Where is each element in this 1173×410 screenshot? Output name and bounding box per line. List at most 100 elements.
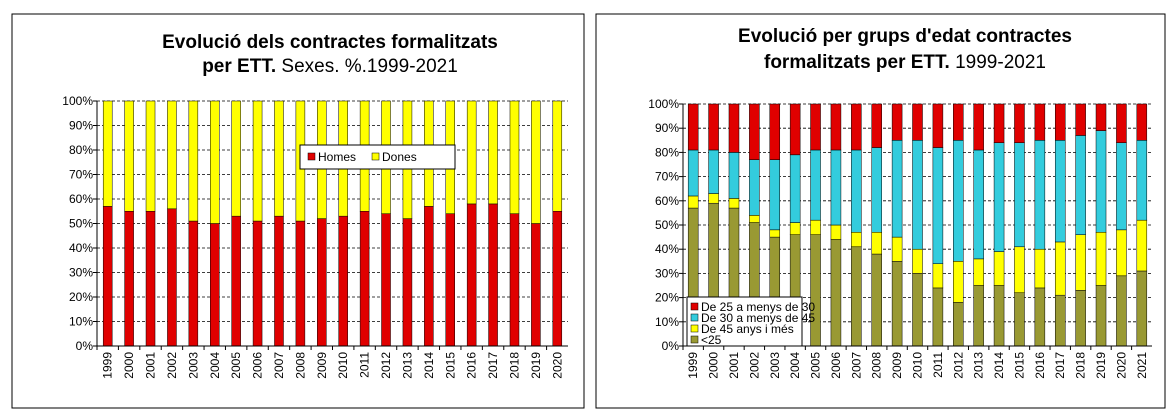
bar-segment	[1054, 140, 1066, 243]
y-tick-label: 10%	[69, 315, 93, 329]
x-tick-label: 2019	[529, 352, 543, 379]
x-tick-label: 2020	[1114, 352, 1128, 379]
bar-segment	[912, 248, 923, 274]
bar-segment	[210, 100, 220, 224]
bar-segment	[851, 103, 862, 151]
bar-segment	[789, 154, 801, 223]
bar-segment	[531, 100, 541, 224]
bar-segment	[708, 193, 719, 204]
bar-segment	[188, 100, 199, 222]
chart-subtitle: 1999-2021	[955, 52, 1046, 73]
bar-segment	[871, 253, 882, 347]
x-tick-label: 2004	[208, 352, 222, 379]
bar-segment	[145, 100, 156, 212]
bar-segment	[851, 246, 862, 347]
bar-segment	[445, 213, 455, 347]
bar-segment	[210, 223, 220, 347]
bar-segment	[687, 103, 699, 151]
bar-segment	[769, 229, 781, 238]
bar-segment	[708, 149, 719, 194]
bar-segment	[1136, 103, 1148, 141]
bar-segment	[993, 285, 1005, 347]
bar-segment	[789, 103, 801, 156]
x-tick-label: 2010	[911, 352, 925, 379]
bar-segment	[953, 103, 964, 141]
x-tick-label: 2003	[768, 352, 782, 379]
bar-segment	[1034, 140, 1046, 250]
y-tick-label: 70%	[69, 168, 93, 182]
x-tick-label: 2014	[422, 352, 436, 379]
bar-segment	[295, 220, 306, 347]
bar-segment	[851, 232, 862, 248]
y-tick-label: 40%	[69, 241, 93, 255]
bar-segment	[381, 213, 391, 347]
bar-segment	[509, 213, 520, 347]
y-tick-label: 80%	[655, 145, 679, 159]
y-tick-label: 60%	[69, 192, 93, 206]
y-tick-label: 90%	[655, 121, 679, 135]
x-tick-label: 2018	[1074, 352, 1088, 379]
chart-title: formalitzats per ETT. 1999-2021	[764, 52, 1046, 73]
bar-segment	[552, 211, 563, 347]
y-tick-label: 50%	[655, 218, 679, 232]
bar-segment	[810, 149, 821, 221]
y-tick-label: 30%	[655, 266, 679, 280]
bar-segment	[891, 236, 903, 262]
bar-segment	[167, 208, 177, 347]
x-tick-label: 2001	[144, 352, 158, 379]
bar-segment	[509, 100, 520, 214]
x-tick-label: 2004	[788, 352, 802, 379]
y-tick-label: 90%	[69, 119, 93, 133]
bar-segment	[891, 140, 903, 238]
x-tick-label: 2013	[972, 352, 986, 379]
bar-segment	[973, 285, 984, 347]
bar-segment	[231, 215, 241, 347]
bar-segment	[1116, 142, 1127, 231]
x-tick-label: 2006	[829, 352, 843, 379]
bar-segment	[687, 195, 699, 209]
legend-label: Dones	[382, 150, 417, 164]
legend-swatch	[690, 335, 699, 344]
bar-segment	[102, 100, 113, 207]
legend-label: Homes	[318, 150, 356, 164]
y-tick-label: 80%	[69, 143, 93, 157]
bar-segment	[687, 149, 699, 197]
y-tick-label: 70%	[655, 170, 679, 184]
bar-segment	[932, 287, 944, 347]
bar-segment	[1014, 142, 1025, 248]
x-tick-label: 2011	[931, 352, 945, 378]
bar-segment	[932, 103, 944, 148]
bar-segment	[830, 103, 842, 151]
legend-swatch	[690, 302, 699, 311]
bar-segment	[830, 149, 842, 226]
x-tick-label: 2015	[443, 352, 457, 379]
legend-label: De 25 a menys de 30	[701, 300, 815, 314]
bar-segment	[552, 100, 563, 212]
bar-segment	[1034, 103, 1046, 141]
y-tick-label: 100%	[62, 94, 93, 108]
bar-segment	[1095, 103, 1107, 131]
x-tick-label: 2012	[951, 352, 965, 379]
bar-segment	[851, 149, 862, 233]
bar-segment	[1095, 232, 1107, 286]
y-tick-label: 0%	[76, 339, 94, 353]
chart-subtitle: Sexes. %.1999-2021	[281, 56, 457, 77]
x-tick-label: 2008	[293, 352, 307, 379]
bar-segment	[466, 203, 477, 347]
chart-title: Evolució per grups d'edat contractes	[738, 26, 1072, 47]
bar-segment	[1075, 290, 1086, 347]
bar-segment	[1054, 103, 1066, 141]
x-tick-label: 2001	[727, 352, 741, 379]
bar-segment	[993, 103, 1005, 143]
bar-segment	[1136, 219, 1148, 272]
bar-segment	[274, 100, 284, 217]
bar-segment	[830, 224, 842, 240]
x-tick-label: 2009	[890, 352, 904, 379]
bar-segment	[953, 140, 964, 262]
bar-segment	[830, 239, 842, 347]
x-tick-label: 2006	[251, 352, 265, 379]
x-tick-label: 1999	[686, 352, 700, 379]
bar-segment	[891, 261, 903, 347]
x-tick-label: 2009	[315, 352, 329, 379]
